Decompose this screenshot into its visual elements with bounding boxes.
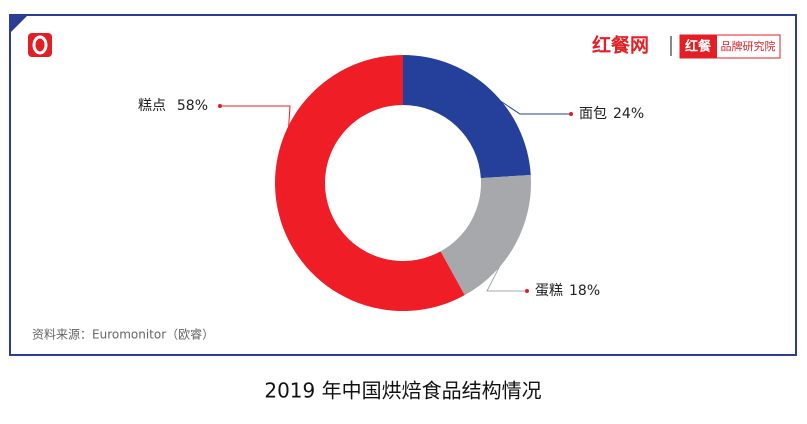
value-label: 24% xyxy=(613,106,644,122)
leader-line xyxy=(220,105,291,214)
leader-dot xyxy=(218,104,222,108)
source: 资料来源：Euromonitor（欧睿） xyxy=(32,327,214,342)
slice xyxy=(403,55,531,179)
logo-icon xyxy=(28,33,52,57)
badge-fill xyxy=(680,35,717,58)
slice xyxy=(440,174,531,296)
leader-line xyxy=(487,92,571,115)
frame xyxy=(9,14,797,356)
leader-dot xyxy=(569,112,573,116)
category-label: 蛋糕 xyxy=(535,283,563,299)
value-label: 18% xyxy=(569,283,600,299)
badge: 红餐 xyxy=(685,39,712,55)
value-label: 58% xyxy=(177,98,208,114)
leader-line xyxy=(486,242,527,292)
logo-icon-mark xyxy=(32,35,48,55)
corner xyxy=(10,15,28,33)
institute: 品牌研究院 xyxy=(721,39,776,53)
category-label: 面包 xyxy=(579,106,607,122)
slice xyxy=(274,55,465,311)
brand-name: 红餐网 xyxy=(592,34,649,57)
chart-title: 2019 年中国烘焙食品结构情况 xyxy=(264,379,541,403)
category-label: 糕点 xyxy=(138,98,166,114)
leader-dot xyxy=(525,289,529,293)
